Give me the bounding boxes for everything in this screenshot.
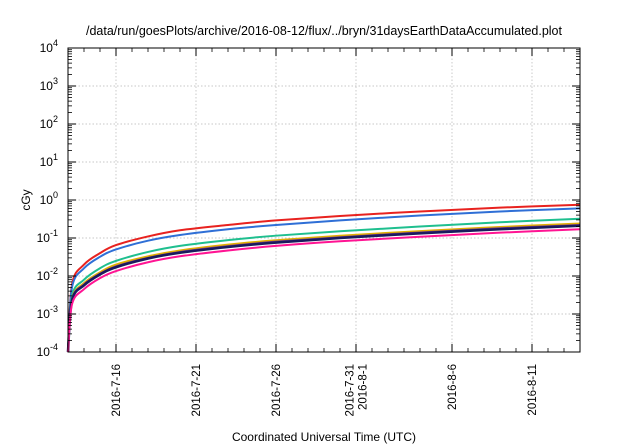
y-axis-label: cGy <box>19 189 33 210</box>
y-tick-label: 10-2 <box>37 266 58 283</box>
x-tick-label: 2016-8-11 <box>527 364 539 416</box>
x-tick-label: 2016-7-26 <box>271 364 283 416</box>
y-tick-label: 10-3 <box>37 304 58 321</box>
x-tick-label: 2016-7-31 <box>345 364 357 416</box>
chart-title: /data/run/goesPlots/archive/2016-08-12/f… <box>86 24 562 38</box>
y-tick-label: 104 <box>40 38 58 55</box>
grid <box>68 48 580 352</box>
y-tick-label: 101 <box>40 152 58 169</box>
y-tick-label: 10-4 <box>37 342 58 359</box>
axes: 10-4 10-3 10-2 10-1 100 101 102 103 104 2016-7-16… <box>37 38 580 416</box>
series-layer <box>66 203 581 353</box>
series-line-3 <box>67 217 581 353</box>
x-tick-label: 2016-8-6 <box>447 364 459 410</box>
x-tick-label: 2016-7-21 <box>191 364 203 416</box>
y-tick-label: 10-1 <box>37 228 58 245</box>
series-line-5 <box>67 223 581 353</box>
series-line-7 <box>67 228 581 353</box>
series-line-6 <box>66 224 581 353</box>
y-tick-label: 102 <box>40 114 58 131</box>
y-tick-label: 103 <box>40 76 58 93</box>
y-tick-label: 100 <box>40 190 58 207</box>
x-tick-label: 2016-7-16 <box>111 364 123 416</box>
x-tick-label: 2016-8-1 <box>358 364 370 410</box>
series-line-1 <box>67 203 581 353</box>
x-axis-label: Coordinated Universal Time (UTC) <box>232 430 416 444</box>
series-line-2 <box>67 207 581 353</box>
